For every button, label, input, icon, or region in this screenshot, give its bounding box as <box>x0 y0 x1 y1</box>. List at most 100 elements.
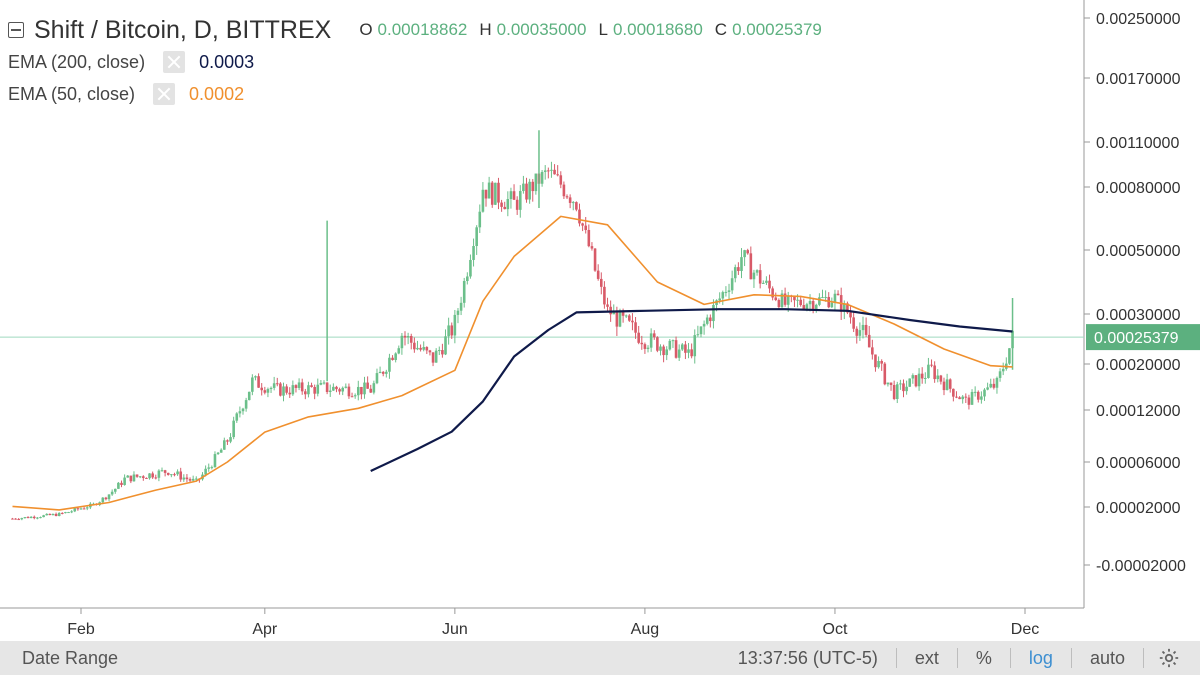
candle-body <box>107 494 111 500</box>
candle-body <box>930 364 933 366</box>
candle-body <box>749 253 753 280</box>
candle-body <box>687 349 690 353</box>
candle-body <box>403 335 407 338</box>
candle-body <box>400 335 404 349</box>
candle-body <box>883 363 887 385</box>
ext-toggle[interactable]: ext <box>914 647 939 668</box>
ema50-line <box>12 215 1013 511</box>
indicator-name-ema50[interactable]: EMA (50, close) <box>8 83 136 104</box>
candle-body <box>992 383 996 388</box>
chart-area[interactable]: 0.00250000 0.00170000 0.00110000 0.00080000… <box>0 0 1200 640</box>
candle-body <box>618 310 622 327</box>
candle-body <box>456 310 460 315</box>
candle-body <box>811 301 815 310</box>
candle-body <box>587 229 591 247</box>
clock-timezone: (UTC-5) <box>812 647 878 668</box>
price-tick-label: 0.00030000 <box>1096 307 1181 324</box>
candle-body <box>356 386 360 396</box>
auto-toggle[interactable]: auto <box>1089 647 1125 668</box>
candle-body <box>219 449 223 453</box>
candle-body <box>771 288 774 298</box>
candle-body <box>191 478 195 481</box>
candle-body <box>562 184 566 197</box>
candle-body <box>581 223 584 226</box>
clock[interactable]: 13:37:56 (UTC-5) <box>720 641 896 675</box>
clock-time: 13:37:56 <box>737 647 808 668</box>
candle-body <box>366 382 369 389</box>
percent-toggle[interactable]: % <box>975 647 992 668</box>
candle-body <box>238 411 242 414</box>
candle-body <box>540 171 544 184</box>
collapse-icon[interactable] <box>8 22 24 38</box>
candle-body <box>142 476 145 478</box>
candle-body <box>575 202 578 210</box>
candle-body <box>447 325 450 337</box>
candle-body <box>964 396 968 398</box>
candle-body <box>774 297 778 301</box>
candle-body <box>67 512 70 514</box>
candle-body <box>599 278 603 287</box>
candle-body <box>406 336 410 338</box>
candle-body <box>615 311 619 327</box>
candle-body <box>48 513 52 516</box>
candle-body <box>319 382 323 385</box>
candle-body <box>967 397 971 405</box>
candle-body <box>914 375 918 387</box>
candle-body <box>76 508 80 510</box>
candle-body <box>157 470 161 478</box>
candle-body <box>166 472 170 475</box>
candle-body <box>500 202 503 207</box>
candle-body <box>428 350 432 353</box>
candle-body <box>304 391 307 395</box>
candle-body <box>325 382 329 392</box>
candle-body <box>79 508 83 510</box>
candle-body <box>154 477 158 479</box>
log-toggle[interactable]: log <box>1028 647 1053 668</box>
candle-body <box>232 420 235 438</box>
candle-body <box>478 211 482 228</box>
candle-body <box>32 516 36 519</box>
price-tick-label: 0.00110000 <box>1096 135 1179 152</box>
candle-body <box>54 513 58 517</box>
candle-body <box>942 381 946 391</box>
toolbar-divider <box>1143 648 1144 668</box>
gear-icon[interactable] <box>1158 647 1180 669</box>
candle-body <box>712 304 715 322</box>
ohlc-open-label: O <box>359 20 373 39</box>
remove-indicator-icon[interactable] <box>153 83 176 105</box>
price-chart[interactable]: 0.00250000 0.00170000 0.00110000 0.00080000… <box>0 0 1200 640</box>
candle-body <box>213 454 217 468</box>
candle-body <box>933 365 936 380</box>
ohlc-low-value: 0.00018680 <box>612 20 703 39</box>
indicator-name-ema200[interactable]: EMA (200, close) <box>8 51 146 72</box>
price-tick-label: 0.00012000 <box>1096 403 1181 420</box>
candle-body <box>416 347 419 350</box>
candle-body <box>117 482 120 489</box>
candle-body <box>138 476 142 478</box>
candle-body <box>185 477 189 480</box>
candle-body <box>871 347 874 355</box>
candle-body <box>51 513 55 516</box>
candle-body <box>556 174 559 176</box>
ohlc-values: O 0.00018862 H 0.00035000 L 0.00018680 C… <box>359 20 834 40</box>
symbol-title[interactable]: Shift / Bitcoin, D, BITTREX <box>34 15 332 44</box>
date-range-button[interactable]: Date Range <box>22 647 119 668</box>
candle-body <box>328 390 332 392</box>
candle-body <box>490 182 494 205</box>
candle-body <box>603 286 606 305</box>
candle-body <box>29 516 33 519</box>
candle-body <box>475 227 478 247</box>
candle-body <box>793 296 796 301</box>
candle-body <box>646 347 650 349</box>
candle-body <box>596 270 600 279</box>
candle-body <box>659 346 662 351</box>
candle-body <box>223 440 226 450</box>
candle-body <box>322 382 326 384</box>
remove-indicator-icon[interactable] <box>163 51 186 73</box>
candle-body <box>434 350 438 363</box>
candle-body <box>363 382 366 395</box>
candle-body <box>637 332 640 343</box>
bottom-toolbar: Date Range 13:37:56 (UTC-5) ext % log au… <box>0 641 1200 675</box>
candle-body <box>952 388 955 397</box>
candle-body <box>135 474 139 477</box>
